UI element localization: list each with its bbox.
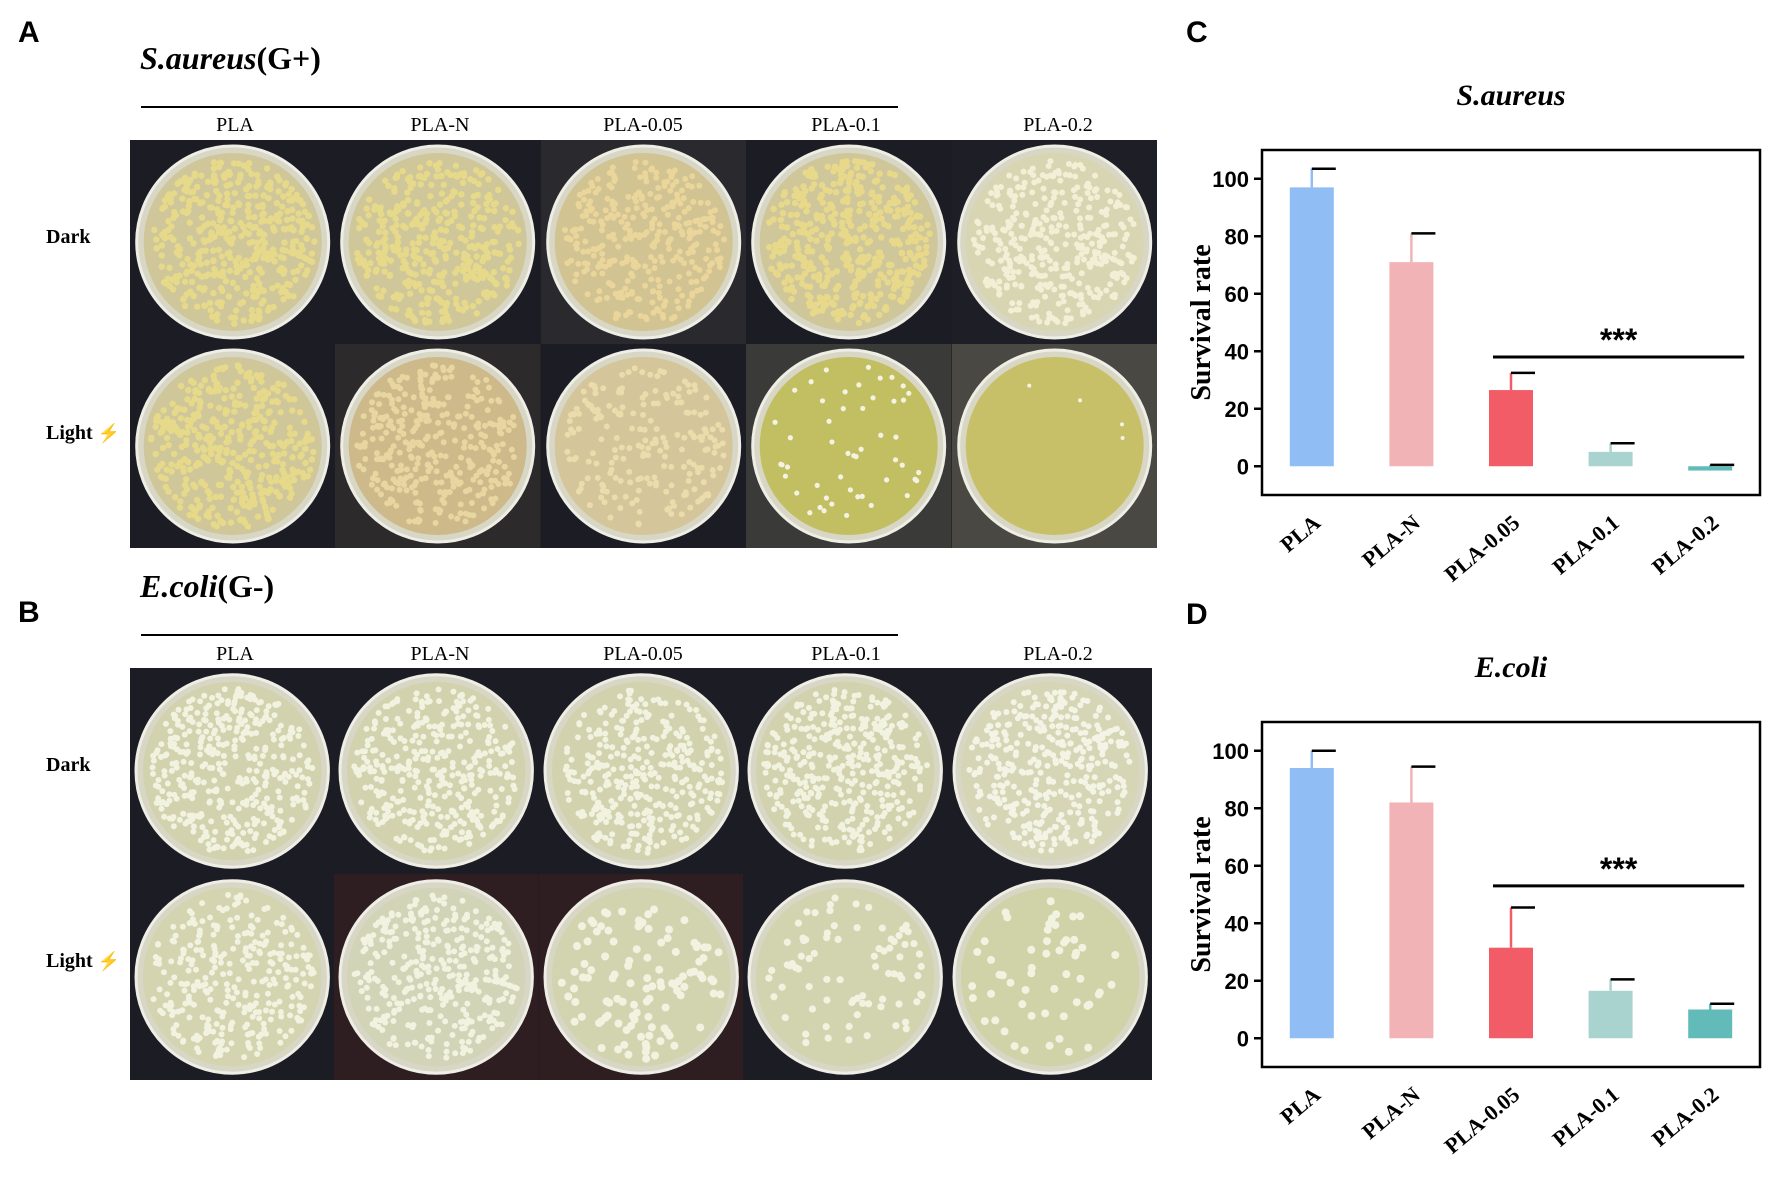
survival-chart-s-aureus: S.aureus Survival rate 0 20 40 60 80 100 PLA PLA-… <box>1186 79 1762 587</box>
y-tick-label: 100 <box>1212 167 1249 192</box>
chart-title: S.aureus <box>1456 79 1565 112</box>
bar-pla-0-1 <box>1588 451 1633 467</box>
plate-photo-grid-a <box>130 140 1157 548</box>
bar-pla-0-05 <box>1489 947 1533 1039</box>
panel-letter-d: D <box>1186 598 1208 631</box>
y-tick-label: 20 <box>1225 397 1249 422</box>
petri-dish-photo <box>335 140 541 344</box>
column-label-pla-0-1: PLA-0.1 <box>811 643 881 665</box>
row-label-dark: Dark <box>46 754 91 776</box>
petri-dish-photo <box>538 874 744 1080</box>
column-label-pla-n: PLA-N <box>410 643 470 665</box>
bar-pla <box>1289 187 1334 467</box>
column-label-pla-n: PLA-N <box>410 114 470 136</box>
gram-label: (G+) <box>256 40 321 76</box>
y-tick-label: 60 <box>1225 854 1249 879</box>
y-tick-label: 0 <box>1237 1026 1249 1051</box>
species-name: E.coli <box>140 568 218 604</box>
x-tick-label: PLA-0.05 <box>1439 510 1524 587</box>
column-label-pla-0-2: PLA-0.2 <box>1023 643 1093 665</box>
bar-pla-0-05 <box>1489 390 1533 467</box>
row-label-light: Light ⚡ <box>46 950 120 973</box>
petri-dish-photo <box>947 668 1152 874</box>
plot-frame <box>1260 148 1762 497</box>
petri-dish-photo <box>335 344 541 548</box>
petri-dish-photo <box>130 344 336 548</box>
petri-dish-photo <box>130 874 335 1080</box>
bar-pla-0-1 <box>1588 990 1633 1039</box>
petri-dish-photo <box>743 668 948 874</box>
y-axis-label: Survival rate <box>1186 816 1217 972</box>
petri-dish-photo <box>951 344 1157 548</box>
x-tick-label: PLA-N <box>1357 510 1425 572</box>
divider-line-a <box>141 106 898 108</box>
petri-dish-photo <box>334 874 539 1080</box>
x-tick-label: PLA-0.2 <box>1647 510 1723 580</box>
species-name: S.aureus <box>140 40 257 76</box>
y-tick-label: 80 <box>1225 796 1249 821</box>
row-label-light-text: Light <box>46 422 93 444</box>
petri-dish-photo <box>130 140 336 344</box>
panel-letter-c: C <box>1186 16 1208 49</box>
y-axis-label: Survival rate <box>1186 244 1217 400</box>
column-label-pla-0-05: PLA-0.05 <box>603 114 683 136</box>
row-label-light-text: Light <box>46 950 93 972</box>
row-label-dark: Dark <box>46 226 91 248</box>
x-tick-label: PLA-0.1 <box>1547 1082 1623 1152</box>
bar-pla-n <box>1389 802 1434 1039</box>
column-label-pla-0-1: PLA-0.1 <box>811 114 881 136</box>
petri-dish-photo <box>951 140 1157 344</box>
petri-dish-photo <box>947 874 1152 1080</box>
bar-pla-0-2 <box>1688 1009 1733 1039</box>
y-tick-label: 100 <box>1212 739 1249 764</box>
x-tick-label: PLA-0.1 <box>1547 510 1623 580</box>
row-label-light: Light ⚡ <box>46 422 120 445</box>
x-tick-label: PLA-0.2 <box>1647 1082 1723 1152</box>
lightning-icon: ⚡ <box>97 951 121 971</box>
y-tick-label: 0 <box>1237 454 1249 479</box>
petri-dish-photo <box>746 344 952 548</box>
plot-frame <box>1260 720 1762 1069</box>
y-tick-label: 40 <box>1225 339 1249 364</box>
significance-label: *** <box>1600 851 1638 887</box>
y-tick-label: 20 <box>1225 969 1249 994</box>
x-tick-label: PLA <box>1275 1082 1325 1130</box>
petri-dish-photo <box>540 344 747 548</box>
petri-dish-photo <box>538 668 744 874</box>
petri-dish-photo <box>746 140 952 344</box>
column-label-pla-0-2: PLA-0.2 <box>1023 114 1093 136</box>
plate-photo-grid-b <box>130 668 1152 1080</box>
panel-letter-a: A <box>18 16 40 49</box>
panel-letter-b: B <box>18 596 40 629</box>
divider-line-b <box>141 634 898 636</box>
species-title-b: E.coli(G-) <box>140 568 274 605</box>
column-label-pla-0-05: PLA-0.05 <box>603 643 683 665</box>
bar-pla-n <box>1389 262 1434 467</box>
species-title-a: S.aureus(G+) <box>140 40 321 77</box>
petri-dish-photo <box>334 668 539 874</box>
petri-dish-photo <box>130 668 335 874</box>
column-label-pla: PLA <box>216 114 254 136</box>
column-label-pla: PLA <box>216 643 254 665</box>
y-tick-label: 40 <box>1225 911 1249 936</box>
lightning-icon: ⚡ <box>97 423 121 443</box>
x-tick-label: PLA <box>1275 510 1325 558</box>
petri-dish-photo <box>743 874 948 1080</box>
x-tick-label: PLA-0.05 <box>1439 1082 1524 1159</box>
gram-label: (G-) <box>217 568 275 604</box>
x-tick-label: PLA-N <box>1357 1082 1425 1144</box>
bar-pla <box>1289 768 1334 1039</box>
petri-dish-photo <box>540 140 747 344</box>
y-tick-label: 60 <box>1225 282 1249 307</box>
chart-title: E.coli <box>1474 651 1548 684</box>
y-tick-label: 80 <box>1225 224 1249 249</box>
significance-label: *** <box>1600 322 1638 358</box>
